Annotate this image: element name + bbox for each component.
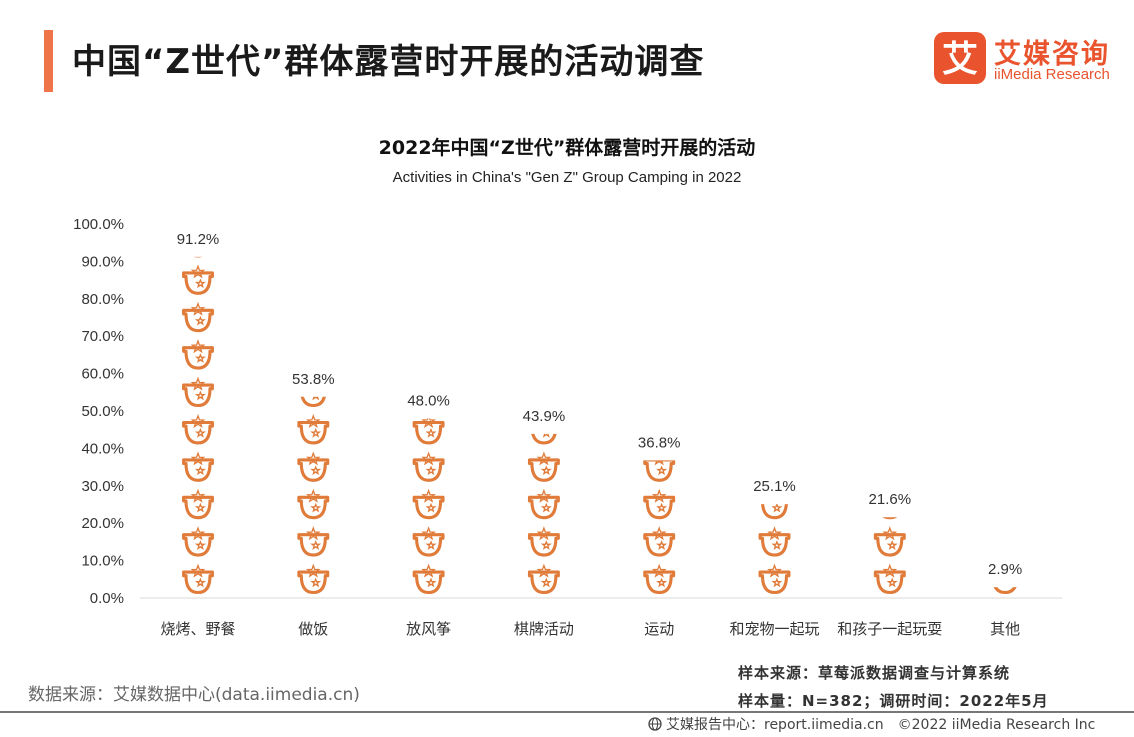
brand-name-cn: 艾媒咨询: [994, 39, 1110, 70]
chart-title: 2022年中国“Z世代”群体露营时开展的活动: [378, 137, 756, 159]
y-tick-label: 40.0%: [81, 440, 124, 457]
camping-pot-star-icon: [412, 563, 445, 595]
camping-pot-star-icon: [412, 526, 445, 557]
x-category-label: 放风筝: [406, 620, 451, 638]
y-tick-label: 0.0%: [90, 590, 124, 607]
camping-pot-star-icon: [643, 460, 676, 482]
camping-pot-star-icon: [182, 489, 214, 520]
title-accent-bar: [44, 30, 53, 92]
bar-1: [297, 396, 330, 595]
brand-mark-icon: 艾: [934, 32, 986, 84]
brand-name-en: iiMedia Research: [994, 66, 1110, 83]
y-tick-label: 10.0%: [81, 553, 124, 570]
camping-pot-star-icon: [412, 451, 445, 482]
y-tick-label: 100.0%: [73, 216, 124, 233]
x-category-label: 棋牌活动: [514, 620, 574, 638]
camping-pot-star-icon: [412, 489, 445, 520]
y-tick-label: 70.0%: [81, 328, 124, 345]
data-label: 48.0%: [407, 392, 450, 409]
camping-pot-star-icon: [182, 526, 214, 557]
footer-divider: [0, 711, 1134, 713]
bar-3: [527, 433, 560, 595]
camping-pot-star-icon: [297, 526, 330, 557]
camping-pot-star-icon: [182, 451, 214, 482]
camping-pot-star-icon: [297, 451, 330, 482]
data-label: 91.2%: [177, 231, 220, 248]
brand-mark-char: 艾: [942, 39, 978, 80]
camping-pot-star-icon: [643, 489, 676, 520]
data-label: 2.9%: [988, 561, 1022, 578]
camping-pot-star-icon: [182, 264, 214, 295]
y-tick-label: 90.0%: [81, 253, 124, 270]
data-source: 数据来源：艾媒数据中心(data.iimedia.cn): [28, 685, 360, 705]
data-label: 21.6%: [869, 491, 912, 508]
data-label: 53.8%: [292, 371, 335, 388]
camping-pot-star-icon: [182, 376, 214, 408]
camping-pot-star-icon: [297, 563, 330, 595]
camping-pot-star-icon: [182, 563, 214, 595]
camping-pot-star-icon: [297, 489, 330, 520]
camping-pot-star-icon: [412, 418, 445, 445]
camping-pot-star-icon: [527, 489, 560, 520]
x-category-label: 运动: [644, 620, 674, 638]
y-tick-label: 20.0%: [81, 515, 124, 532]
camping-pot-star-icon: [182, 339, 214, 370]
camping-pot-star-icon: [527, 563, 560, 595]
globe-icon: [648, 717, 662, 731]
camping-pot-star-icon: [758, 526, 791, 557]
y-tick-label: 80.0%: [81, 291, 124, 308]
camping-pot-star-icon: [758, 563, 791, 595]
camping-pot-star-icon: [873, 563, 906, 595]
footer: 艾媒报告中心：report.iimedia.cn ©2022 iiMedia Re…: [648, 714, 1095, 734]
x-category-label: 其他: [990, 620, 1020, 638]
camping-pot-star-icon: [643, 563, 676, 595]
data-label: 25.1%: [753, 478, 796, 495]
y-tick-label: 50.0%: [81, 403, 124, 420]
camping-pot-star-icon: [527, 526, 560, 557]
data-label: 36.8%: [638, 434, 681, 451]
camping-pot-star-icon: [873, 526, 906, 557]
sample-source: 样本来源：草莓派数据调查与计算系统: [738, 664, 1011, 682]
page-title: 中国“Z世代”群体露营时开展的活动调查: [72, 42, 705, 82]
bar-0: [182, 256, 214, 595]
brand-logo[interactable]: 艾 艾媒咨询 iiMedia Research: [934, 32, 1124, 88]
sample-size: 样本量：N=382；调研时间：2022年5月: [738, 692, 1049, 710]
camping-pot-star-icon: [297, 414, 330, 445]
x-category-label: 烧烤、野餐: [160, 620, 235, 638]
bar-5: [758, 504, 791, 595]
camping-pot-star-icon: [527, 451, 560, 482]
copyright: ©2022 iiMedia Research Inc: [897, 717, 1096, 733]
camping-pot-star-icon: [182, 414, 214, 445]
camping-pot-star-icon: [643, 526, 676, 557]
bar-4: [643, 460, 676, 595]
x-category-label: 做饭: [298, 620, 328, 638]
x-category-label: 和宠物一起玩: [729, 620, 819, 638]
x-category-label: 和孩子一起玩耍: [837, 620, 942, 638]
y-tick-label: 60.0%: [81, 366, 124, 383]
bar-2: [412, 418, 445, 595]
chart-subtitle: Activities in China's "Gen Z" Group Camp…: [392, 169, 742, 186]
y-tick-label: 30.0%: [81, 478, 124, 495]
report-center-link[interactable]: 艾媒报告中心：report.iimedia.cn: [666, 717, 884, 733]
camping-pot-star-icon: [182, 302, 214, 333]
data-label: 43.9%: [523, 408, 566, 425]
